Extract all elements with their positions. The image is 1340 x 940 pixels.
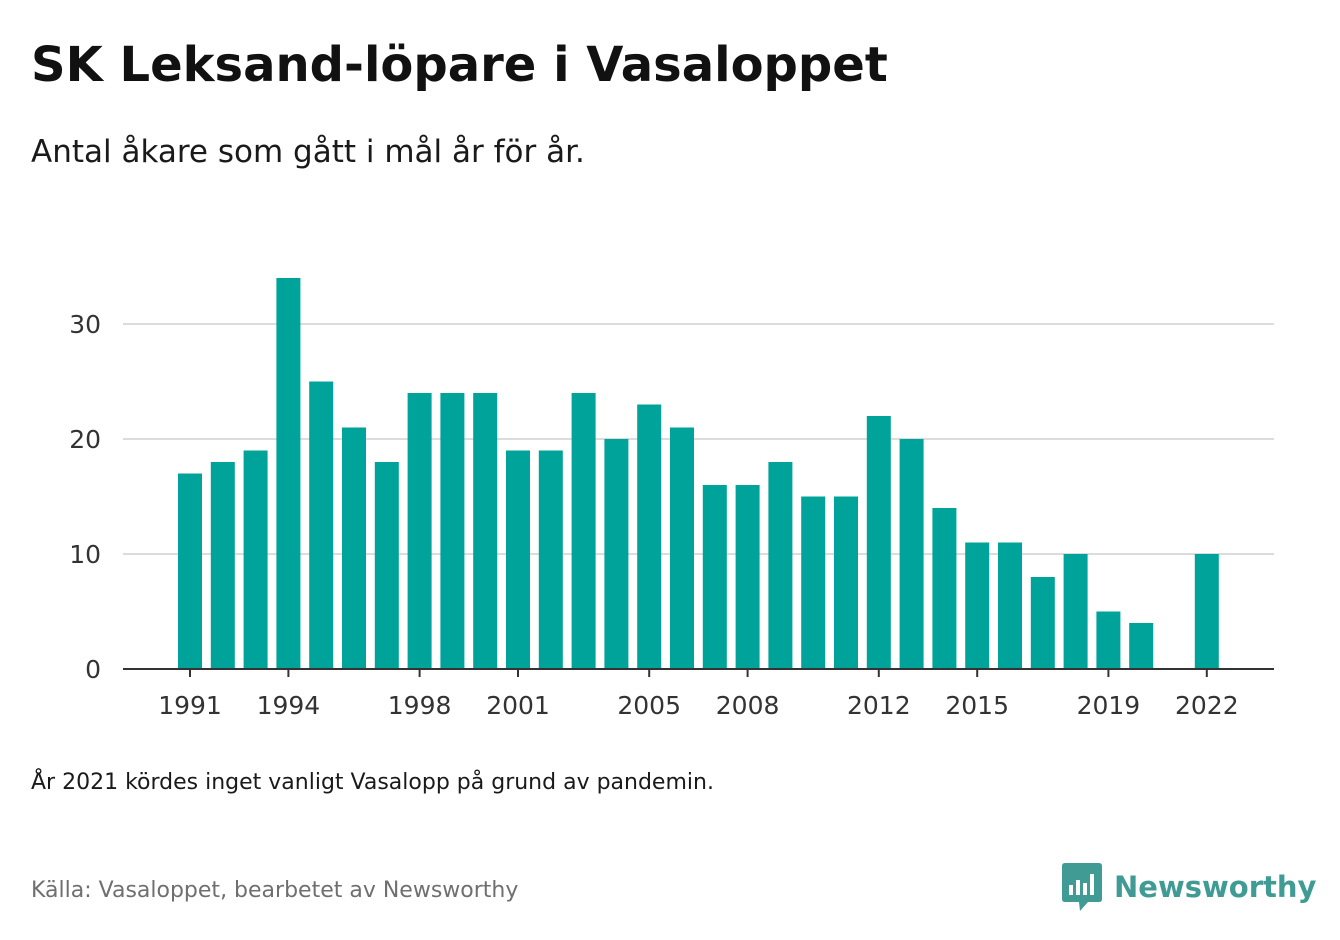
bar-1995 (309, 381, 334, 669)
footnote: År 2021 kördes inget vanligt Vasalopp på… (31, 770, 714, 795)
bar-2013 (899, 439, 924, 669)
bar-2017 (1030, 577, 1055, 669)
chart-subtitle: Antal åkare som gått i mål år för år. (31, 134, 585, 170)
y-tick-label: 10 (69, 540, 101, 569)
x-tick-label: 1991 (158, 691, 222, 720)
y-tick-label: 30 (69, 310, 101, 339)
x-tick-label: 2022 (1175, 691, 1239, 720)
brand-name: Newsworthy (1114, 870, 1317, 904)
bar-2003 (571, 393, 596, 669)
y-tick-label: 0 (85, 655, 101, 684)
bar-2006 (670, 427, 694, 669)
newsworthy-brand: Newsworthy (1062, 862, 1316, 912)
source-credit: Källa: Vasaloppet, bearbetet av Newswort… (31, 878, 519, 903)
x-tick-label: 2012 (847, 691, 911, 720)
bar-2019 (1096, 611, 1121, 669)
bar-1994 (276, 278, 301, 669)
bar-1992 (210, 462, 235, 669)
bar-2000 (473, 393, 498, 669)
bar-2020 (1129, 623, 1154, 669)
bar-2002 (538, 450, 563, 669)
bar-2010 (801, 496, 826, 669)
chart-title: SK Leksand-löpare i Vasaloppet (31, 37, 888, 93)
bar-2008 (735, 485, 760, 669)
bar-1993 (243, 450, 268, 669)
bar-2016 (998, 542, 1022, 669)
bar-2011 (834, 496, 858, 669)
x-tick-label: 2008 (716, 691, 780, 720)
x-tick-label: 1998 (388, 691, 452, 720)
bar-1991 (178, 473, 202, 669)
x-tick-label: 2015 (945, 691, 1009, 720)
bar-1996 (342, 427, 366, 669)
newsworthy-logo-icon (1062, 863, 1102, 911)
bar-2012 (866, 416, 891, 669)
axes: 0 10 20 30 1991 1994 1998 2001 2005 2008 2012 2015 2… (69, 310, 1274, 720)
bar-2004 (604, 439, 629, 669)
x-tick-label: 1994 (257, 691, 321, 720)
x-tick-label: 2019 (1077, 691, 1141, 720)
bar-2015 (965, 542, 990, 669)
bar-2005 (637, 404, 662, 669)
x-tick-label: 2005 (617, 691, 681, 720)
bars (178, 278, 1219, 669)
bar-1998 (407, 393, 432, 669)
bar-2022 (1194, 554, 1219, 669)
y-tick-label: 20 (69, 425, 101, 454)
bar-2009 (768, 462, 793, 669)
bar-1999 (440, 393, 465, 669)
bar-2014 (932, 508, 957, 669)
bar-2018 (1063, 554, 1088, 669)
bar-2007 (702, 485, 727, 669)
bar-1997 (374, 462, 399, 669)
bar-2001 (506, 450, 530, 669)
x-tick-label: 2001 (486, 691, 550, 720)
